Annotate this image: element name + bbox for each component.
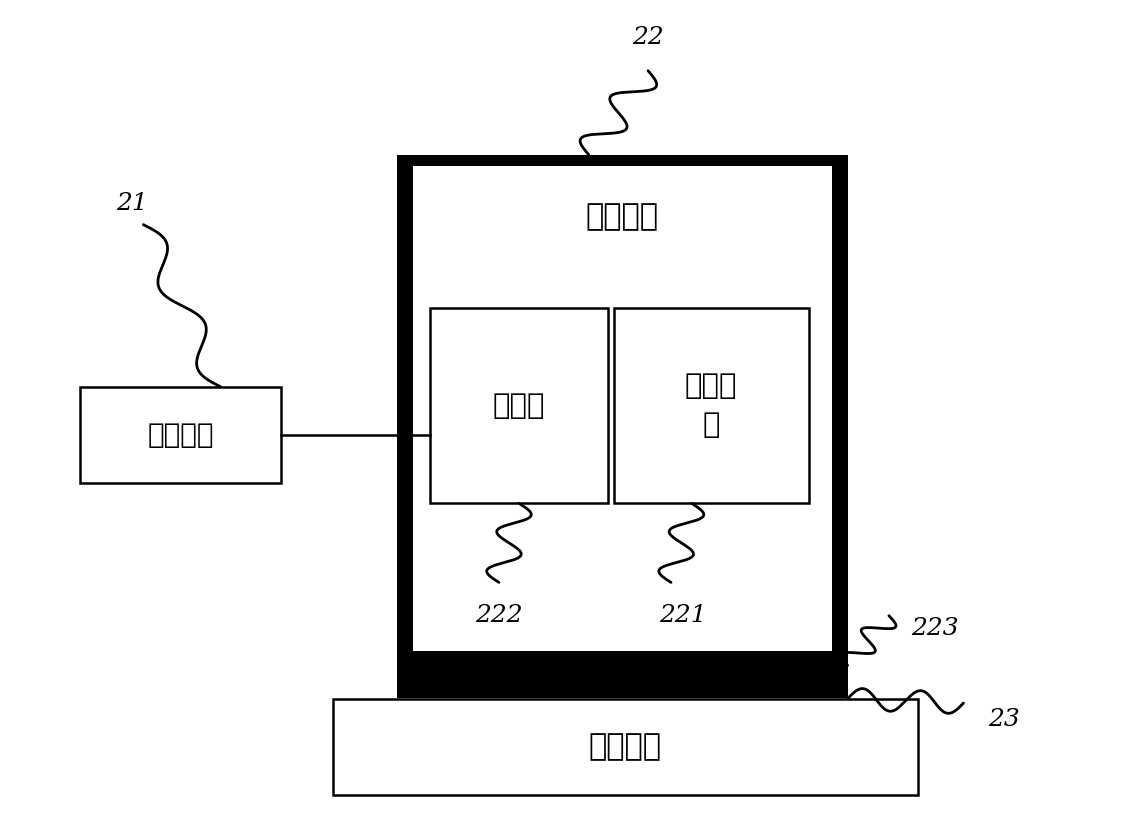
Bar [430, 308, 608, 503]
Bar [413, 166, 832, 686]
Bar [413, 651, 832, 686]
Bar [614, 308, 809, 503]
Text: 221: 221 [658, 604, 707, 627]
Text: 223: 223 [911, 617, 959, 640]
Text: 222: 222 [475, 604, 523, 627]
Bar [80, 387, 281, 483]
Text: 移动终端: 移动终端 [148, 421, 213, 448]
Bar [397, 155, 848, 698]
Text: 23: 23 [988, 708, 1020, 731]
Text: 光谱仪: 光谱仪 [493, 392, 545, 419]
Text: 22: 22 [632, 26, 664, 49]
Bar [333, 699, 918, 795]
Text: 采集设备: 采集设备 [586, 202, 658, 230]
Text: 光源单
元: 光源单 元 [685, 372, 738, 439]
Text: 21: 21 [116, 192, 148, 215]
Text: 待测蔬菜: 待测蔬菜 [588, 732, 662, 761]
